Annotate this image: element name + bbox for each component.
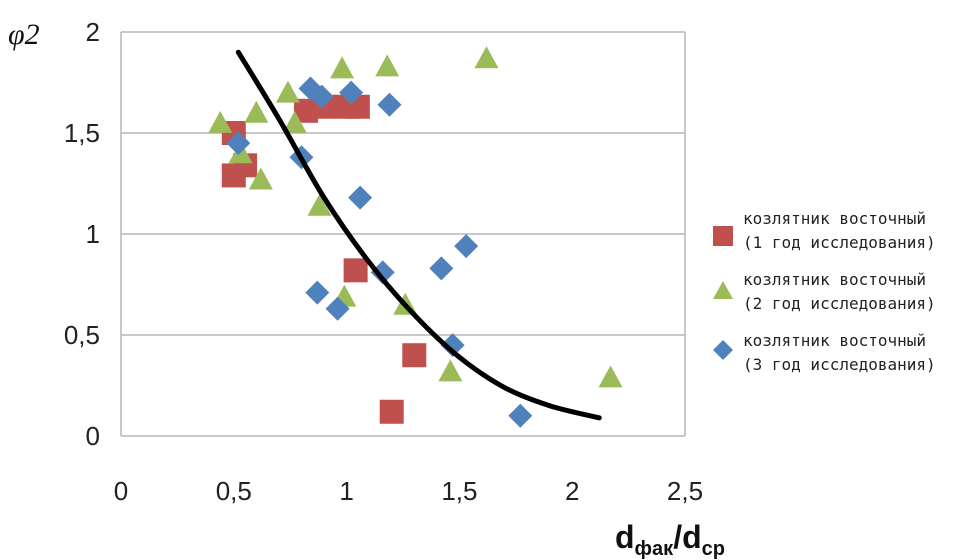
data-point-triangle <box>598 365 623 388</box>
x-tick-label: 0 <box>114 476 128 506</box>
legend-marker-diamond <box>713 340 733 360</box>
data-point-diamond <box>370 260 395 285</box>
y-tick-label: 2 <box>86 17 100 47</box>
y-tick-label: 1,5 <box>64 118 100 148</box>
y-tick-label: 1 <box>86 219 100 249</box>
data-point-diamond <box>508 403 533 428</box>
legend-marker-triangle <box>713 281 733 299</box>
data-point-diamond <box>309 84 334 109</box>
x-tick-label: 0,5 <box>216 476 252 506</box>
data-point-triangle <box>330 56 355 79</box>
data-point-triangle <box>375 54 400 77</box>
x-axis-ticks: 0 0,5 1 1,5 2 2,5 <box>114 476 703 506</box>
data-point-triangle <box>438 359 463 382</box>
data-point-triangle <box>248 167 273 190</box>
legend-label-line2: (1 год исследования) <box>743 233 936 252</box>
y-tick-label: 0 <box>86 421 100 451</box>
trendline <box>235 49 602 421</box>
data-point-triangle <box>275 80 300 103</box>
x-tick-label: 1,5 <box>441 476 477 506</box>
data-point-triangle <box>208 110 233 133</box>
legend: козлятник восточный (1 год исследования)… <box>713 209 936 374</box>
x-tick-label: 1 <box>339 476 353 506</box>
data-point-diamond <box>454 234 479 259</box>
data-point-diamond <box>226 131 251 156</box>
data-point-diamond <box>305 280 330 305</box>
legend-item-year2: козлятник восточный (2 год исследования) <box>713 270 936 313</box>
data-point-square <box>343 258 368 283</box>
data-point-triangle <box>244 100 269 123</box>
data-points <box>208 46 623 428</box>
data-point-diamond <box>348 185 373 210</box>
data-point-diamond <box>440 333 465 358</box>
data-point-triangle <box>474 46 499 69</box>
data-point-diamond <box>339 80 364 105</box>
data-point-diamond <box>325 296 350 321</box>
y-tick-label: 0,5 <box>64 320 100 350</box>
data-point-triangle <box>307 193 332 216</box>
legend-label-line2: (3 год исследования) <box>743 355 936 374</box>
trendline-curve <box>235 49 602 421</box>
legend-label-line1: козлятник восточный <box>743 270 926 289</box>
legend-label-line2: (2 год исследования) <box>743 294 936 313</box>
x-tick-label: 2,5 <box>667 476 703 506</box>
legend-label-line1: козлятник восточный <box>743 331 926 350</box>
legend-item-year1: козлятник восточный (1 год исследования) <box>713 209 936 252</box>
legend-marker-square <box>713 226 733 246</box>
x-tick-label: 2 <box>565 476 579 506</box>
data-point-diamond <box>429 256 454 281</box>
x-axis-label: dфак/dср <box>615 519 725 560</box>
data-point-triangle <box>282 110 307 133</box>
y-axis-ticks: 0 0,5 1 1,5 2 <box>64 17 100 451</box>
legend-label-line1: козлятник восточный <box>743 209 926 228</box>
data-point-diamond <box>377 92 402 117</box>
legend-item-year3: козлятник восточный (3 год исследования) <box>713 331 936 374</box>
gridlines <box>120 31 686 437</box>
y-axis-label: φ2 <box>8 18 40 51</box>
data-point-square <box>402 343 427 368</box>
data-point-square <box>379 399 404 424</box>
